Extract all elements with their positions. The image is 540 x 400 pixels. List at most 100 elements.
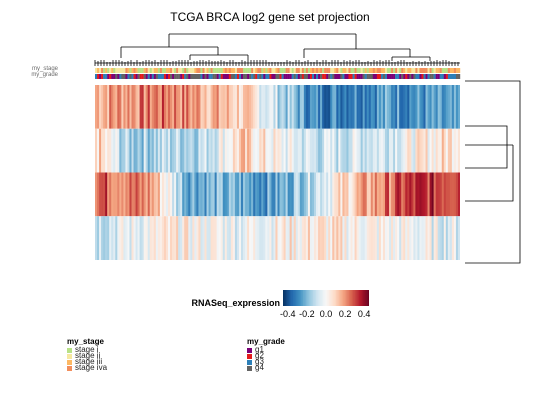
annotation-cell-stage: [413, 68, 416, 73]
heatmap-cell: [382, 216, 386, 260]
annotation-cell-stage: [399, 68, 402, 73]
annotation-cell-grade: [334, 74, 337, 79]
heatmap-cell: [324, 128, 327, 173]
heatmap-cell: [115, 128, 118, 173]
heatmap-cell: [139, 172, 142, 217]
annotation-cell-stage: [174, 68, 177, 73]
color-key-step: [291, 290, 294, 306]
heatmap-cell: [107, 128, 110, 173]
heatmap-cell: [121, 172, 124, 217]
heatmap-cell: [204, 216, 207, 260]
annotation-cell-grade: [222, 74, 225, 79]
heatmap-cell: [119, 172, 122, 217]
heatmap-cell: [316, 85, 319, 129]
heatmap-cell: [218, 216, 222, 260]
legend-item: g3: [247, 358, 367, 366]
heatmap-cell: [103, 85, 106, 129]
heatmap-cell: [342, 128, 345, 173]
annotation-cell-grade: [307, 74, 311, 79]
annotation-cell-stage: [283, 68, 286, 73]
annotation-cell-grade: [245, 74, 248, 79]
heatmap-cell: [127, 216, 130, 260]
heatmap-cell: [439, 216, 443, 260]
heatmap-cell: [269, 216, 272, 260]
heatmap-cell: [364, 172, 368, 217]
heatmap-cell: [101, 216, 104, 260]
heatmap-cell: [277, 128, 280, 173]
heatmap-cell: [111, 128, 114, 173]
annotation-cell-stage: [289, 68, 292, 73]
heatmap-cell: [393, 216, 396, 260]
annotation-cell-stage: [439, 68, 442, 73]
heatmap-cell: [147, 172, 151, 217]
annotation-cell-grade: [261, 74, 264, 79]
annotation-cell-stage: [212, 68, 215, 73]
heatmap-cell: [224, 216, 228, 260]
annotation-cell-grade: [457, 74, 461, 79]
annotation-cell-grade: [389, 74, 392, 79]
heatmap-cell: [334, 172, 337, 217]
annotation-cell-stage: [105, 68, 108, 73]
heatmap-cell: [133, 85, 136, 129]
heatmap-cell: [261, 216, 264, 260]
heatmap-cell: [204, 128, 207, 173]
heatmap-cell: [249, 172, 252, 217]
heatmap-cell: [372, 85, 376, 129]
heatmap-cell: [453, 216, 457, 260]
annotation-cell-grade: [299, 74, 303, 79]
annotation-cell-stage: [170, 68, 173, 73]
heatmap-cell: [281, 216, 284, 260]
annotation-cell-grade: [326, 74, 329, 79]
heatmap-cell: [295, 216, 299, 260]
annotation-cell-grade: [259, 74, 262, 79]
heatmap-cell: [214, 172, 217, 217]
legend-swatch: [247, 366, 252, 371]
annotation-cell-stage: [127, 68, 130, 73]
annotation-cell-stage: [364, 68, 367, 73]
heatmap-cell: [180, 128, 183, 173]
annotation-cell-stage: [192, 68, 195, 73]
annotation-cell-stage: [330, 68, 333, 73]
heatmap-cell: [451, 216, 455, 260]
annotation-cell-grade: [437, 74, 440, 79]
annotation-cell-grade: [228, 74, 232, 79]
annotation-cell-grade: [196, 74, 199, 79]
heatmap-cell: [145, 128, 149, 173]
annotation-cell-grade: [320, 74, 323, 79]
heatmap-cell: [255, 172, 258, 217]
annotation-cell-stage: [208, 68, 211, 73]
heatmap-cell: [184, 216, 187, 260]
heatmap-cell: [236, 128, 240, 173]
annotation-cell-stage: [427, 68, 430, 73]
heatmap-cell: [131, 85, 134, 129]
heatmap-cell: [135, 172, 138, 217]
annotation-cell-grade: [423, 74, 426, 79]
annotation-cell-stage: [338, 68, 341, 73]
annotation-cell-grade: [220, 74, 223, 79]
annotation-cell-grade: [105, 74, 108, 79]
annotation-cell-grade: [275, 74, 278, 79]
heatmap-cell: [161, 172, 165, 217]
color-key-step: [337, 290, 340, 306]
heatmap-cell: [249, 85, 252, 129]
annotation-cell-stage: [307, 68, 311, 73]
legend-swatch: [247, 360, 252, 365]
color-key-step: [354, 290, 357, 306]
heatmap-cell: [129, 172, 132, 217]
heatmap-cell: [368, 216, 372, 260]
color-key-tick: 0.0: [319, 309, 333, 319]
annotation-cell-stage: [99, 68, 102, 73]
legend-swatch: [67, 360, 72, 365]
heatmap-cell: [384, 85, 388, 129]
heatmap-cell: [316, 172, 319, 217]
annotation-cell-grade: [159, 74, 163, 79]
color-key-step: [327, 290, 330, 306]
heatmap-cell: [293, 128, 297, 173]
heatmap-cell: [163, 128, 167, 173]
annotation-label-grade: my_grade: [31, 72, 58, 78]
heatmap-cell: [415, 216, 418, 260]
heatmap-cell: [427, 128, 430, 173]
annotation-cell-grade: [441, 74, 444, 79]
legend-item: stage iva: [67, 364, 187, 372]
heatmap-cell: [238, 85, 242, 129]
